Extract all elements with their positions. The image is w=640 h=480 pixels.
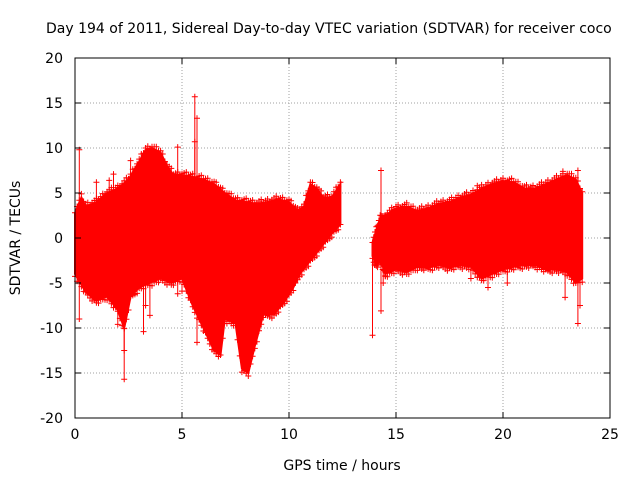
segment-1	[72, 93, 344, 383]
data-layer	[72, 93, 586, 383]
x-tick-label: 10	[280, 427, 298, 443]
chart-title: Day 194 of 2011, Sidereal Day-to-day VTE…	[46, 21, 612, 37]
data-point	[179, 278, 185, 295]
data-point	[378, 167, 384, 216]
data-point	[174, 144, 181, 175]
data-point	[559, 168, 566, 177]
y-tick-label: 20	[45, 51, 63, 67]
data-point	[110, 171, 117, 191]
data-point	[142, 284, 149, 309]
data-point	[114, 310, 121, 328]
data-point	[127, 157, 134, 176]
data-point	[485, 275, 491, 291]
data-point	[140, 285, 147, 335]
data-point	[467, 266, 474, 282]
data-point	[380, 267, 387, 286]
data-point	[562, 271, 569, 301]
data-point	[574, 281, 581, 327]
y-tick-label: -10	[40, 321, 63, 337]
data-point	[369, 256, 376, 339]
data-point	[474, 182, 481, 191]
y-tick-label: 15	[45, 96, 63, 112]
data-point	[174, 280, 181, 297]
y-tick-label: -15	[40, 366, 63, 382]
y-axis-label: SDTVAR / TECUs	[8, 181, 24, 296]
data-point	[504, 268, 511, 286]
data-point	[303, 258, 310, 266]
x-tick-label: 25	[601, 427, 619, 443]
data-point	[574, 167, 581, 184]
data-point	[93, 179, 100, 202]
axis-tick-labels: 0 5 10 15 20 25 -20 -15 -10 -5 0 5 10 15 20	[40, 51, 619, 443]
x-tick-label: 15	[387, 427, 405, 443]
y-tick-label: -20	[40, 411, 63, 427]
data-point	[378, 260, 384, 314]
data-point	[76, 281, 83, 322]
segment-3-edge-markers	[382, 170, 586, 287]
data-point	[194, 314, 200, 346]
x-axis-label: GPS time / hours	[283, 458, 400, 474]
data-point	[121, 328, 128, 354]
y-tick-label: -5	[49, 276, 63, 292]
segment-2	[369, 167, 389, 339]
data-point	[106, 177, 113, 193]
data-point	[373, 258, 380, 265]
y-tick-label: 10	[45, 141, 63, 157]
data-point	[194, 115, 200, 178]
axis-ticks	[74, 57, 611, 419]
x-tick-label: 5	[178, 427, 187, 443]
y-tick-label: 5	[54, 186, 63, 202]
segment-3	[382, 167, 586, 327]
y-tick-label: 0	[54, 231, 63, 247]
data-point	[146, 283, 153, 319]
x-tick-label: 20	[494, 427, 512, 443]
x-tick-label: 0	[71, 427, 80, 443]
data-point	[577, 280, 583, 309]
